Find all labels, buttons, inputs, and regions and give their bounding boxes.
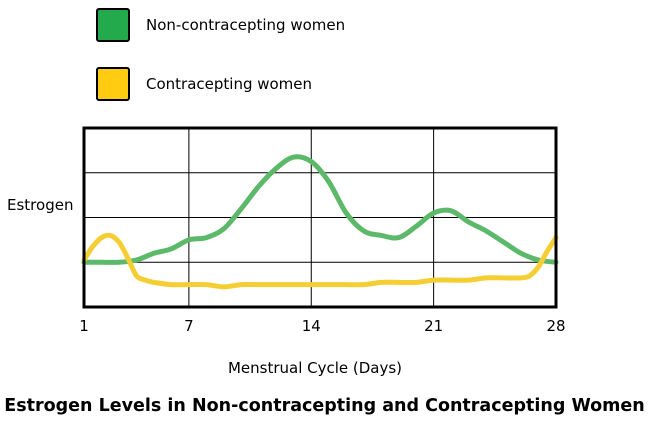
series-line-contracepting: [81, 232, 559, 290]
x-tick-labels: 1 7 14 21 28: [79, 317, 565, 335]
plot-frame: [82, 126, 558, 309]
x-axis-label: Menstrual Cycle (Days): [228, 359, 402, 377]
legend-label-contracepting: Contracepting women: [146, 75, 313, 93]
x-tick-label: 1: [79, 317, 89, 335]
legend-swatch-contracepting: [96, 67, 130, 101]
legend-label-non-contracepting: Non-contracepting women: [146, 16, 346, 34]
x-tick-label: 14: [302, 317, 321, 335]
legend-item-contracepting: Contracepting women: [96, 65, 312, 103]
x-tick-label: 28: [546, 317, 565, 335]
series-line-non-contracepting: [81, 154, 559, 265]
legend-swatch-non-contracepting: [96, 8, 130, 42]
legend-item-non-contracepting: Non-contracepting women: [96, 6, 345, 44]
chart-title: Estrogen Levels in Non-contracepting and…: [4, 396, 645, 416]
y-axis-label: Estrogen: [7, 196, 73, 214]
x-tick-label: 21: [424, 317, 443, 335]
series-lines: [81, 154, 559, 290]
x-tick-label: 7: [184, 317, 194, 335]
